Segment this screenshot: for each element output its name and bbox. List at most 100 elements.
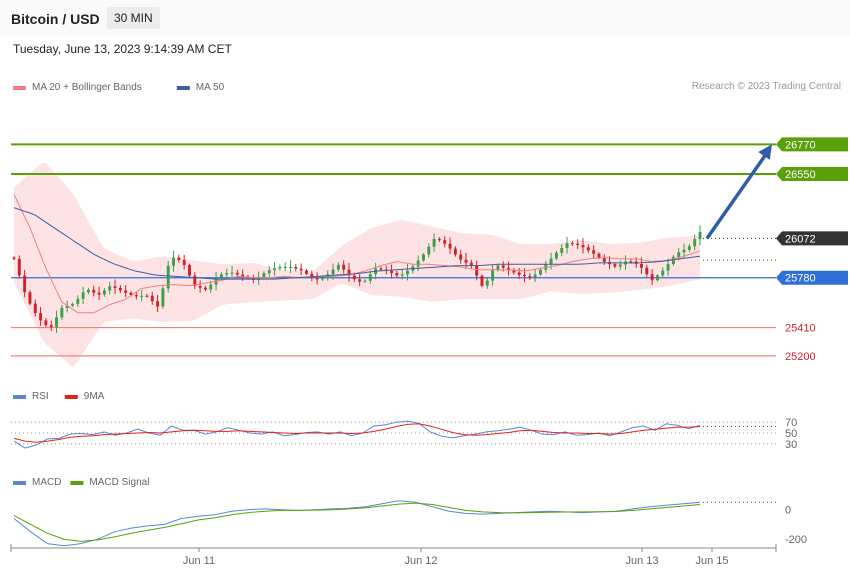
candle-body [44, 320, 48, 326]
candle-body [230, 272, 234, 274]
candle-body [517, 272, 521, 275]
candle-body [86, 289, 90, 293]
candle-body [235, 272, 239, 275]
candle-body [294, 266, 298, 269]
candle-body [209, 284, 213, 290]
candle-body [12, 257, 16, 259]
candle-body [453, 248, 457, 255]
candle-body [17, 258, 21, 276]
level-tag-26770 [776, 137, 848, 152]
candle-body [650, 274, 654, 281]
ma20-line [13, 194, 701, 314]
candle-body [203, 287, 207, 290]
instrument-title: Bitcoin / USD [11, 11, 100, 27]
candle-body [554, 252, 558, 259]
candle-body [655, 275, 659, 281]
candle-body [512, 270, 516, 273]
candle-body [108, 286, 112, 291]
candle-body [581, 244, 585, 248]
candle-body [352, 275, 356, 280]
ma50-line [13, 207, 701, 280]
candle-body [177, 257, 181, 260]
legend-label-1: MACD Signal [89, 477, 149, 488]
candle-body [363, 280, 367, 282]
candle-body [278, 266, 282, 269]
candle-body [443, 240, 447, 244]
price-panel: 26770 26550 26072 25780 25410 25200 [11, 137, 848, 367]
candle-body [666, 264, 670, 271]
candle-body [400, 274, 404, 276]
legend-label-1: 9MA [84, 391, 105, 402]
macd-panel: 0 -200 [13, 500, 807, 547]
candle-body [55, 317, 59, 327]
candle-body [379, 268, 383, 270]
level-label-26770: 26770 [785, 139, 816, 151]
candle-body [613, 264, 617, 267]
candle-body [49, 325, 53, 327]
candle-body [182, 259, 186, 265]
candle-body [533, 274, 537, 278]
legend-swatch-1 [176, 86, 190, 90]
candle-body [661, 270, 665, 276]
candle-body [565, 243, 569, 248]
level-label-25410: 25410 [785, 323, 816, 335]
candle-body [475, 265, 479, 276]
candle-body [640, 263, 643, 268]
candle-body [491, 269, 495, 281]
candle-body [406, 270, 409, 275]
candle-body [92, 289, 96, 293]
candle-body [560, 247, 564, 253]
candle-body [459, 254, 463, 260]
candle-body [81, 292, 85, 299]
target-arrow-head [758, 144, 772, 160]
candle-body [71, 303, 74, 306]
candle-body [586, 247, 590, 251]
candle-body [390, 270, 394, 274]
candle-body [156, 301, 160, 307]
level-label-26072: 26072 [785, 233, 816, 245]
macd-legend: MACD MACD Signal [13, 477, 149, 488]
candle-body [336, 264, 340, 270]
candle-body [33, 303, 37, 314]
candle-body [241, 274, 245, 277]
candle-body [310, 273, 314, 279]
candle-body [432, 238, 436, 247]
interval-badge[interactable]: 30 MIN [107, 7, 160, 29]
macd-tick-0: 0 [785, 505, 791, 517]
candle-body [161, 288, 165, 307]
candle-body [464, 259, 468, 263]
candle-body [677, 252, 681, 257]
candle-body [97, 292, 101, 295]
target-arrow-shaft [705, 150, 770, 240]
candle-body [76, 298, 80, 304]
candle-body [315, 278, 319, 280]
candle-body [368, 274, 372, 281]
candle-body [129, 292, 133, 296]
candle-body [225, 273, 229, 275]
candle-body [188, 264, 191, 276]
candle-body [645, 267, 649, 275]
candle-body [448, 243, 452, 249]
candle-body [124, 290, 128, 293]
candle-body [671, 256, 675, 265]
legend-swatch-1 [70, 481, 84, 485]
x-tick-label: Jun 15 [695, 555, 728, 567]
candle-body [347, 269, 351, 276]
macd-series-MACD-Signal [13, 502, 701, 542]
candle-body [320, 277, 324, 280]
candle-body [166, 265, 170, 289]
level-label-26550: 26550 [785, 169, 816, 181]
macd-tick--200: -200 [785, 534, 807, 546]
candle-body [283, 266, 287, 268]
rsi-series-9MA [13, 423, 701, 443]
legend-label-0: MA 20 + Bollinger Bands [32, 82, 142, 93]
chart-header: Bitcoin / USD 30 MIN [0, 0, 850, 36]
credit-text: Research © 2023 Trading Central [691, 81, 841, 92]
candle-body [289, 266, 292, 268]
candle-body [427, 246, 431, 255]
level-label-25780: 25780 [785, 273, 816, 285]
candle-body [113, 286, 117, 288]
candle-body [597, 253, 601, 258]
rsi-legend: RSI 9MA [13, 391, 105, 402]
